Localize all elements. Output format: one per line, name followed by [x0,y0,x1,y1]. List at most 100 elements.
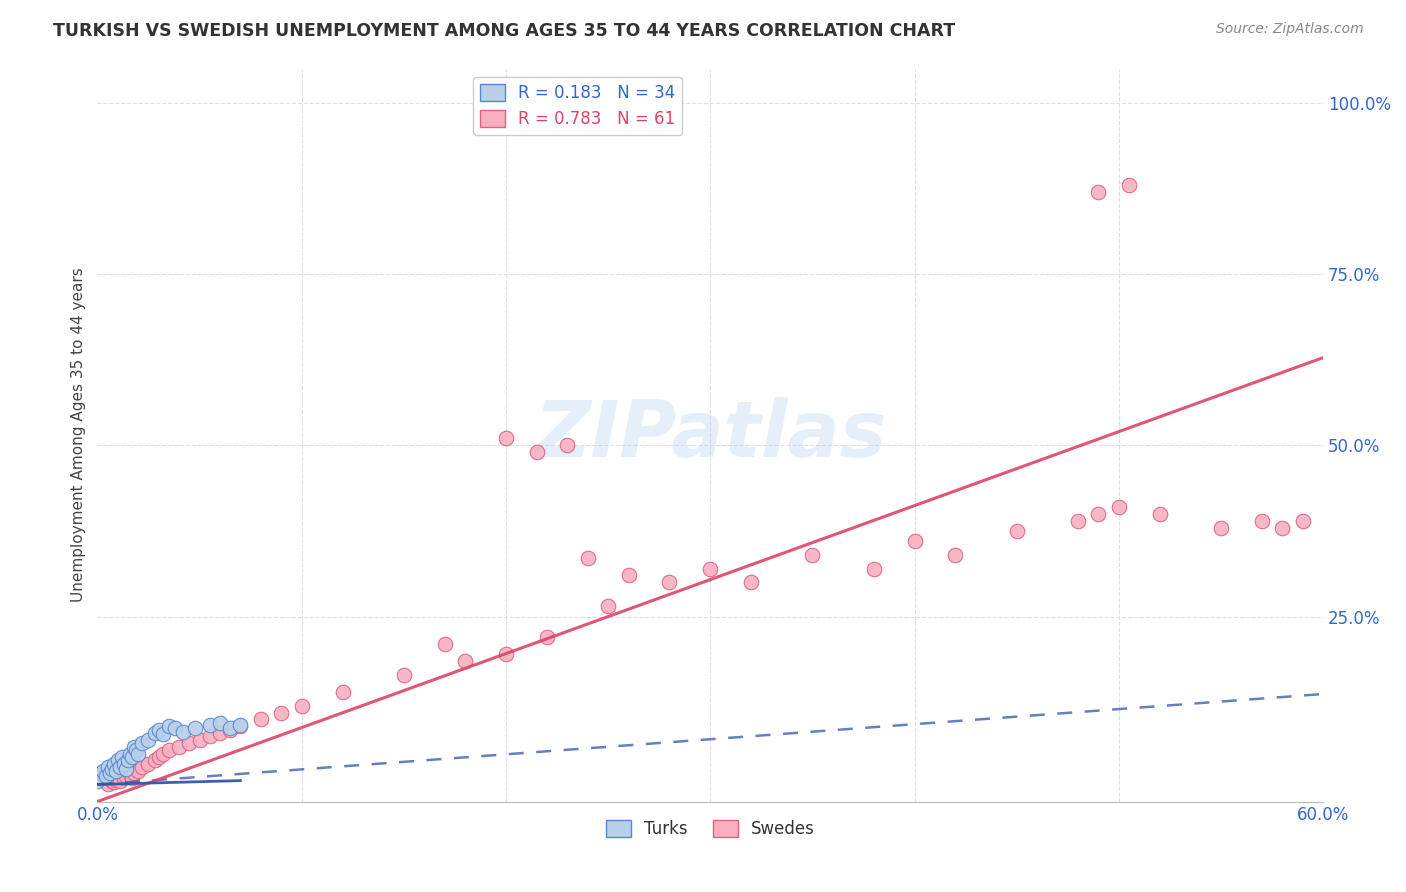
Point [526,445,548,459]
Point [90,771,112,785]
Point [1087,185,1109,199]
Point [157,719,180,733]
Point [115,762,138,776]
Point [291,698,314,713]
Point [107,771,129,785]
Text: ZIPatlas: ZIPatlas [534,397,886,473]
Point [658,575,681,590]
Point [1209,520,1232,534]
Point [433,637,456,651]
Point [143,754,166,768]
Point [249,712,271,726]
Point [121,771,143,785]
Point [699,561,721,575]
Point [125,743,148,757]
Legend: Turks, Swedes: Turks, Swedes [599,813,821,845]
Point [862,561,884,575]
Point [332,685,354,699]
Point [107,754,129,768]
Point [945,548,967,562]
Point [1005,524,1028,538]
Point [801,548,824,562]
Point [103,775,125,789]
Point [112,771,135,785]
Point [112,756,135,771]
Point [454,654,477,668]
Point [138,733,160,747]
Point [555,438,578,452]
Point [100,762,122,776]
Point [598,599,620,614]
Point [98,765,121,780]
Point [138,756,160,771]
Point [184,721,207,735]
Point [1118,178,1140,192]
Point [1067,514,1090,528]
Point [229,719,252,733]
Point [111,750,134,764]
Point [392,668,415,682]
Point [198,730,221,744]
Point [219,723,242,737]
Point [89,767,111,781]
Point [157,743,180,757]
Point [122,765,145,780]
Y-axis label: Unemployment Among Ages 35 to 44 years: Unemployment Among Ages 35 to 44 years [72,268,86,602]
Point [495,647,517,661]
Point [100,774,122,789]
Point [163,721,186,735]
Point [104,764,127,778]
Point [94,768,117,782]
Point [86,774,108,789]
Point [148,750,170,764]
Point [219,721,242,735]
Point [115,768,138,782]
Point [198,718,221,732]
Point [108,774,131,789]
Point [495,432,517,446]
Point [208,726,231,740]
Point [148,723,170,737]
Point [1108,500,1130,514]
Point [270,706,292,720]
Point [1087,507,1109,521]
Point [617,568,640,582]
Point [188,733,211,747]
Point [93,764,115,778]
Point [576,551,599,566]
Point [143,726,166,740]
Text: TURKISH VS SWEDISH UNEMPLOYMENT AMONG AGES 35 TO 44 YEARS CORRELATION CHART: TURKISH VS SWEDISH UNEMPLOYMENT AMONG AG… [53,22,956,40]
Point [152,747,174,761]
Point [103,756,125,771]
Point [118,747,141,761]
Point [131,736,153,750]
Point [108,760,131,774]
Point [97,777,120,791]
Point [1250,514,1272,528]
Point [131,760,153,774]
Point [121,750,143,764]
Point [97,760,120,774]
Point [740,575,762,590]
Point [229,718,252,732]
Point [122,739,145,754]
Point [152,727,174,741]
Point [1292,514,1315,528]
Point [127,764,149,778]
Point [903,534,925,549]
Point [172,724,194,739]
Point [117,764,139,778]
Point [111,767,134,781]
Text: Source: ZipAtlas.com: Source: ZipAtlas.com [1216,22,1364,37]
Point [125,760,148,774]
Point [118,767,141,781]
Point [104,772,127,787]
Point [1271,520,1294,534]
Point [179,736,201,750]
Point [208,715,231,730]
Point [167,739,190,754]
Point [536,630,558,644]
Point [127,747,149,761]
Point [1149,507,1171,521]
Point [117,754,139,768]
